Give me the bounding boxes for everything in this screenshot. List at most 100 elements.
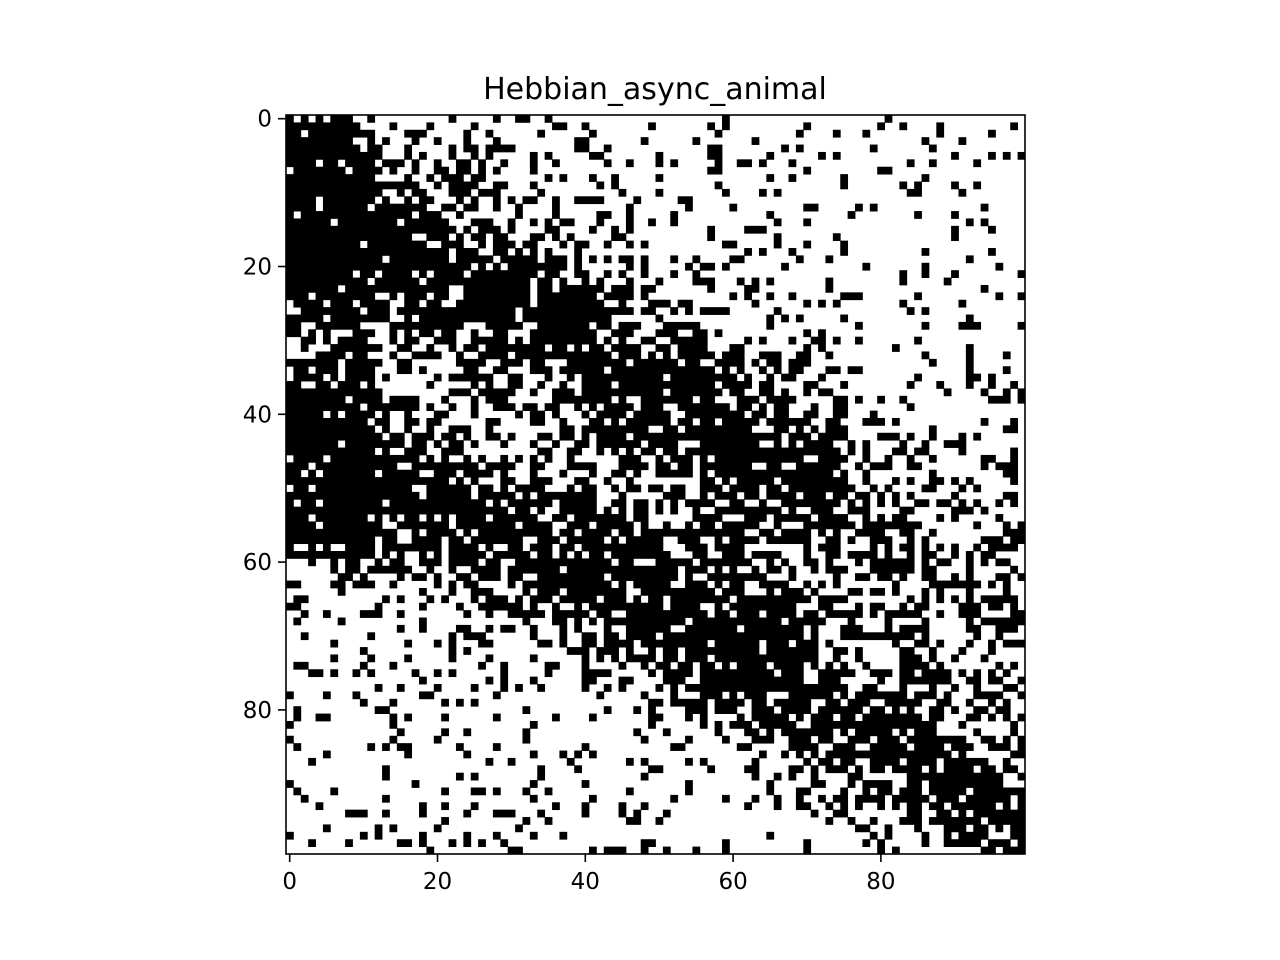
heatmap-cell: [404, 233, 413, 242]
heatmap-cell: [315, 284, 324, 293]
heatmap-cell: [699, 720, 708, 729]
heatmap-cell: [662, 410, 671, 419]
heatmap-cell: [574, 344, 582, 352]
heatmap-cell: [507, 491, 516, 500]
heatmap-cell: [943, 765, 952, 774]
heatmap-cell: [308, 336, 316, 345]
heatmap-cell: [707, 676, 716, 685]
heatmap-cell: [367, 137, 376, 145]
heatmap-cell: [286, 831, 294, 840]
heatmap-cell: [877, 802, 885, 811]
heatmap-cell: [596, 447, 605, 456]
heatmap-cell: [803, 706, 812, 714]
heatmap-cell: [751, 684, 760, 692]
heatmap-cell: [478, 573, 486, 581]
heatmap-cell: [670, 395, 679, 404]
heatmap-cell: [766, 639, 775, 648]
heatmap-cell: [374, 440, 383, 448]
heatmap-cell: [744, 484, 752, 493]
heatmap-cell: [818, 617, 826, 626]
heatmap-cell: [322, 425, 331, 434]
heatmap-cell: [308, 440, 316, 448]
heatmap-cell: [980, 388, 989, 397]
heatmap-cell: [330, 211, 339, 219]
heatmap-cell: [640, 240, 649, 249]
heatmap-cell: [389, 440, 398, 448]
heatmap-cell: [803, 735, 812, 744]
heatmap-cell: [581, 292, 590, 301]
heatmap-cell: [330, 551, 339, 559]
heatmap-cell: [411, 506, 420, 515]
heatmap-cell: [648, 299, 656, 308]
heatmap-cell: [529, 595, 538, 604]
heatmap-cell: [389, 122, 398, 131]
heatmap-cell: [1002, 580, 1011, 589]
heatmap-cell: [596, 514, 605, 522]
heatmap-cell: [322, 381, 331, 389]
heatmap-cell: [433, 573, 442, 581]
heatmap-cell: [877, 743, 885, 751]
heatmap-cell: [322, 211, 331, 219]
heatmap-cell: [559, 381, 568, 389]
heatmap-cell: [995, 772, 1004, 781]
heatmap-cell: [596, 551, 605, 559]
heatmap-cell: [500, 506, 509, 515]
heatmap-cell: [603, 587, 612, 596]
heatmap-cell: [744, 477, 752, 485]
heatmap-cell: [714, 706, 723, 714]
heatmap-cell: [359, 262, 368, 271]
heatmap-cell: [921, 440, 930, 448]
heatmap-cell: [330, 366, 339, 375]
heatmap-cell: [921, 720, 930, 729]
heatmap-cell: [1010, 469, 1019, 478]
heatmap-cell: [618, 373, 627, 382]
heatmap-cell: [515, 381, 523, 389]
heatmap-cell: [699, 624, 708, 633]
heatmap-cell: [625, 624, 634, 633]
heatmap-cell: [544, 151, 553, 160]
heatmap-cell: [773, 521, 782, 530]
heatmap-cell: [374, 610, 383, 618]
heatmap-cell: [803, 388, 812, 397]
heatmap-cell: [685, 403, 693, 411]
heatmap-cell: [633, 632, 642, 641]
heatmap-cell: [330, 536, 339, 545]
heatmap-cell: [315, 506, 324, 515]
heatmap-cell: [758, 735, 767, 744]
heatmap-cell: [914, 654, 922, 663]
heatmap-cell: [544, 307, 553, 315]
heatmap-cell: [1002, 351, 1011, 360]
heatmap-cell: [840, 624, 849, 633]
heatmap-cell: [492, 351, 501, 360]
heatmap-cell: [751, 647, 760, 655]
heatmap-cell: [699, 669, 708, 678]
heatmap-cell: [855, 654, 863, 663]
heatmap-cell: [618, 255, 627, 264]
heatmap-cell: [396, 839, 405, 848]
heatmap-cell: [315, 381, 324, 389]
heatmap-cell: [958, 802, 967, 811]
heatmap-cell: [419, 321, 427, 330]
heatmap-cell: [699, 425, 708, 434]
heatmap-cell: [714, 528, 723, 537]
heatmap-cell: [300, 203, 309, 212]
heatmap-cell: [522, 403, 531, 411]
heatmap-cell: [337, 388, 346, 397]
heatmap-cell: [736, 410, 745, 419]
heatmap-cell: [633, 817, 642, 825]
heatmap-cell: [766, 417, 775, 426]
heatmap-cell: [655, 395, 664, 404]
heatmap-cell: [352, 469, 361, 478]
heatmap-cell: [596, 388, 605, 397]
heatmap-cell: [1010, 595, 1019, 604]
heatmap-cell: [537, 366, 546, 375]
heatmap-cell: [988, 381, 996, 389]
heatmap-cell: [788, 728, 797, 737]
heatmap-cell: [359, 395, 368, 404]
heatmap-cell: [766, 381, 775, 389]
heatmap-cell: [832, 151, 841, 160]
heatmap-cell: [773, 425, 782, 434]
heatmap-cell: [293, 506, 302, 515]
heatmap-cell: [463, 580, 472, 589]
heatmap-cell: [300, 528, 309, 537]
